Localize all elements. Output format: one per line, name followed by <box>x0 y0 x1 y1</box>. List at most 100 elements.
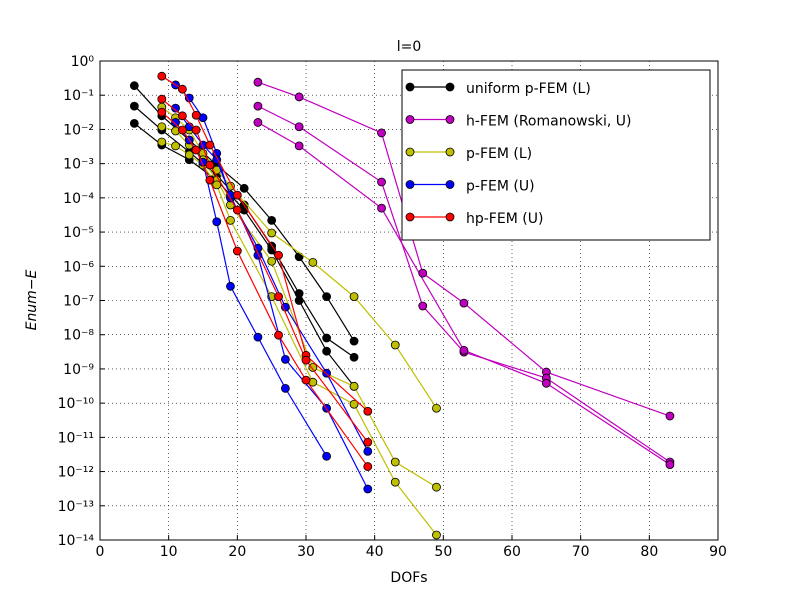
y-tick-label: 10⁻⁹ <box>63 362 94 378</box>
data-point <box>665 460 675 469</box>
x-tick-label: 10 <box>160 544 178 560</box>
data-point <box>274 250 283 260</box>
data-point <box>177 111 187 121</box>
legend-marker <box>445 82 455 92</box>
data-point <box>205 175 215 185</box>
data-point <box>665 411 675 421</box>
data-point <box>294 296 304 305</box>
data-point <box>239 183 249 193</box>
data-point <box>280 383 290 393</box>
data-point <box>226 281 235 291</box>
data-point <box>157 94 167 104</box>
data-point <box>253 101 263 111</box>
data-point <box>294 122 304 132</box>
data-point <box>377 128 386 138</box>
data-point <box>377 177 386 187</box>
data-point <box>232 205 242 215</box>
data-point <box>232 246 242 256</box>
legend-box <box>401 69 711 241</box>
data-point <box>171 118 180 127</box>
data-point <box>157 137 167 147</box>
data-point <box>212 217 222 227</box>
data-point <box>226 215 235 225</box>
data-point <box>191 145 201 155</box>
data-point <box>363 462 373 471</box>
y-tick-label: 10⁻⁵ <box>63 225 94 241</box>
legend-label: p-FEM (L) <box>466 146 532 162</box>
data-point <box>129 81 139 91</box>
data-point <box>301 355 311 365</box>
data-point <box>157 107 167 117</box>
x-tick-label: 0 <box>96 544 105 560</box>
data-point <box>267 215 277 225</box>
data-point <box>459 345 469 355</box>
y-tick-label: 10⁻¹⁰ <box>58 396 95 412</box>
data-point <box>253 332 263 342</box>
data-point <box>177 84 187 94</box>
data-point <box>322 451 332 461</box>
data-point <box>267 228 277 238</box>
y-tick-label: 10⁻⁶ <box>63 259 94 275</box>
chart-title: l=0 <box>397 39 422 55</box>
legend-marker <box>445 147 455 157</box>
data-point <box>349 336 359 346</box>
data-point <box>191 110 201 120</box>
data-point <box>363 437 373 447</box>
data-point <box>253 77 263 87</box>
legend-marker <box>445 115 455 124</box>
legend-marker <box>405 180 415 189</box>
y-tick-label: 10⁻¹¹ <box>58 430 94 446</box>
data-point <box>205 160 215 170</box>
x-tick-label: 80 <box>640 544 658 560</box>
data-point <box>177 125 187 135</box>
legend-label: hp-FEM (U) <box>466 211 543 227</box>
legend-label: p-FEM (U) <box>466 179 535 195</box>
data-point <box>390 340 400 350</box>
data-point <box>349 292 359 302</box>
legend-marker <box>405 212 415 222</box>
y-axis-label: Enum−E <box>24 269 40 330</box>
legend-marker <box>405 147 415 157</box>
data-point <box>432 482 441 492</box>
x-tick-label: 40 <box>366 544 384 560</box>
data-point <box>232 190 242 200</box>
data-point <box>459 298 469 308</box>
data-point <box>157 71 167 81</box>
data-point <box>349 399 359 409</box>
y-tick-label: 10⁻³ <box>63 157 94 173</box>
data-point <box>390 457 400 467</box>
data-point <box>212 180 222 190</box>
legend-marker <box>405 115 415 124</box>
data-point <box>171 141 180 151</box>
legend-label: uniform p-FEM (L) <box>466 81 591 97</box>
data-point <box>308 257 318 267</box>
x-tick-label: 70 <box>572 544 590 560</box>
legend-marker <box>445 212 455 222</box>
data-point <box>280 354 290 364</box>
data-point <box>267 256 277 266</box>
data-point <box>541 378 551 388</box>
data-point <box>184 150 194 160</box>
x-tick-label: 30 <box>297 544 315 560</box>
series-line <box>161 75 369 412</box>
data-point <box>191 125 201 135</box>
data-point <box>432 530 441 540</box>
data-point <box>418 301 428 311</box>
legend-marker <box>405 82 415 92</box>
data-point <box>171 103 180 113</box>
x-tick-label: 50 <box>434 544 452 560</box>
data-point <box>253 118 263 127</box>
legend-marker <box>445 180 455 189</box>
data-point <box>322 346 332 356</box>
data-point <box>349 381 359 391</box>
y-tick-label: 10⁻¹³ <box>58 499 94 515</box>
x-tick-label: 60 <box>503 544 521 560</box>
data-point <box>322 292 332 302</box>
x-axis-label: DOFs <box>390 570 427 586</box>
x-tick-label: 20 <box>228 544 246 560</box>
data-point <box>294 141 304 151</box>
data-point <box>418 268 428 278</box>
data-point <box>349 352 359 362</box>
series-line <box>257 121 671 466</box>
